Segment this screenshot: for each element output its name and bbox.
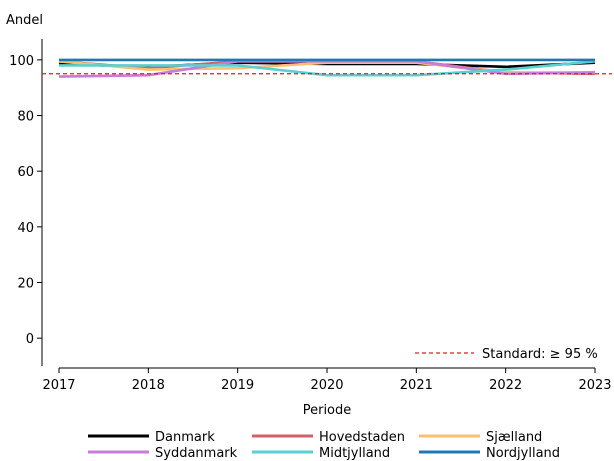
y-tick-label: 40 xyxy=(17,221,34,236)
x-tick-label: 2022 xyxy=(489,378,522,393)
series-line-midtjylland xyxy=(59,60,596,77)
y-axis-ticks: 0 20 40 60 80 100 xyxy=(9,54,42,347)
y-tick-label: 100 xyxy=(9,54,34,69)
reference-line-legend-label: Standard: ≥ 95 % xyxy=(482,347,598,362)
legend-label-sjælland: Sjælland xyxy=(486,430,542,445)
x-tick-label: 2019 xyxy=(221,378,254,393)
y-tick-label: 60 xyxy=(17,165,34,180)
series-line-sjælland xyxy=(58,60,595,74)
reference-line-legend: Standard: ≥ 95 % xyxy=(415,347,598,362)
legend-label-midtjylland: Midtjylland xyxy=(319,446,390,461)
legend-label-syddanmark: Syddanmark xyxy=(155,446,238,461)
legend-label-danmark: Danmark xyxy=(155,430,215,445)
x-tick-label: 2018 xyxy=(132,378,165,393)
x-tick-label: 2020 xyxy=(310,378,343,393)
x-tick-label: 2023 xyxy=(578,378,611,393)
x-axis-label: Periode xyxy=(303,403,352,418)
x-axis-ticks: 2017 2018 2019 2020 2021 2022 2023 xyxy=(42,368,612,393)
legend: Danmark Hovedstaden Sjælland Syddanmark Midt… xyxy=(88,430,560,461)
y-axis-label: Andel xyxy=(6,13,43,28)
y-tick-label: 0 xyxy=(26,332,34,347)
plot-area: 0 20 40 60 80 100 2017 2018 2019 2020 2021 2022 202… xyxy=(9,39,612,393)
x-tick-label: 2017 xyxy=(42,378,75,393)
x-tick-label: 2021 xyxy=(400,378,433,393)
y-tick-label: 20 xyxy=(17,277,34,292)
y-tick-label: 80 xyxy=(17,110,34,125)
legend-label-hovedstaden: Hovedstaden xyxy=(319,430,405,445)
legend-label-nordjylland: Nordjylland xyxy=(486,446,560,461)
